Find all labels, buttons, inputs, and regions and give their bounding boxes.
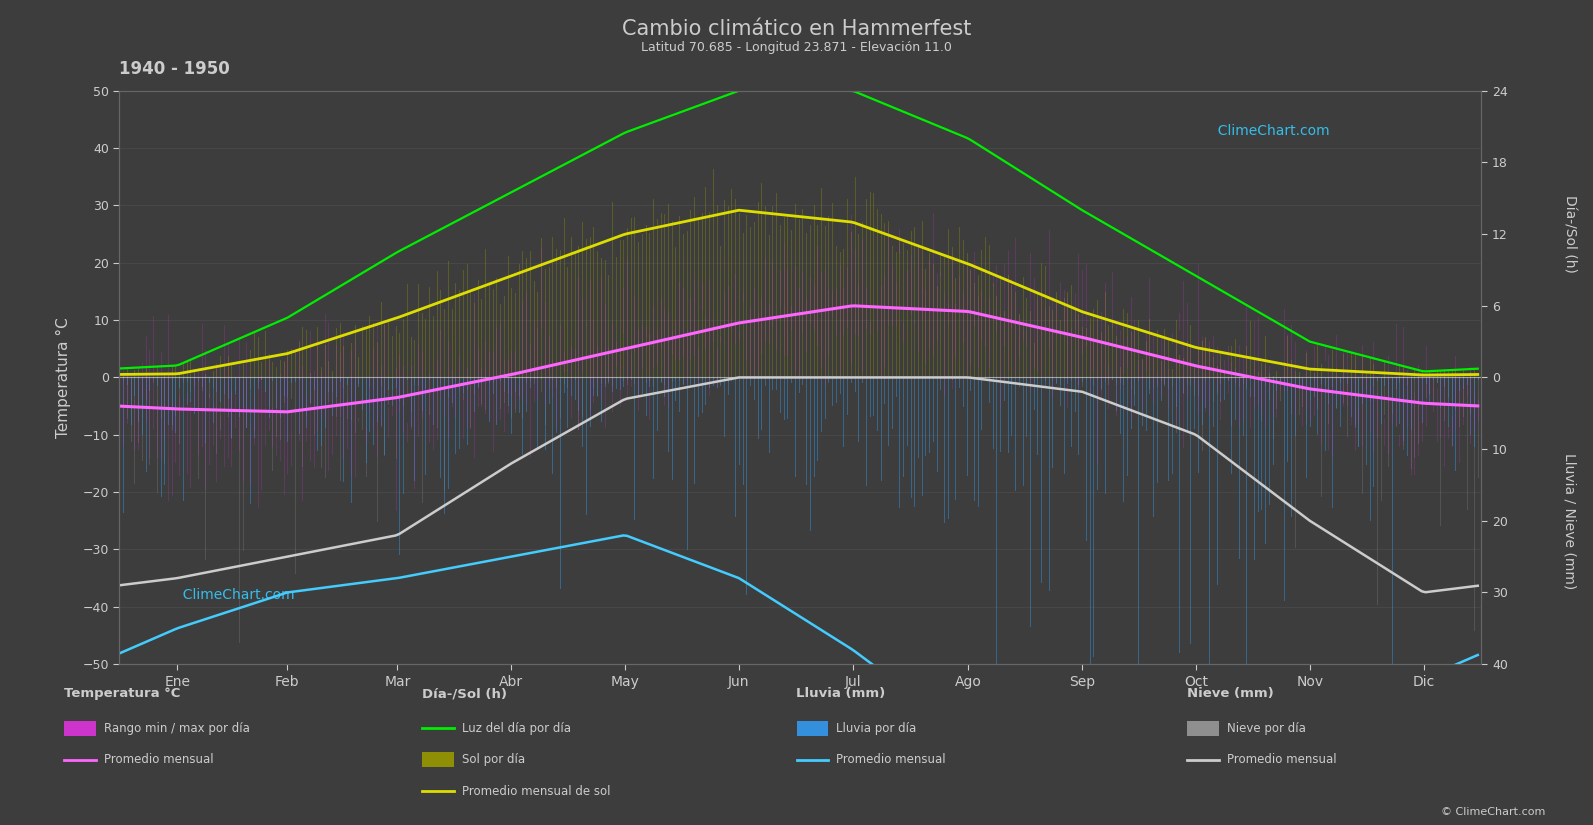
Text: Promedio mensual: Promedio mensual [836, 753, 946, 766]
Text: ClimeChart.com: ClimeChart.com [174, 588, 295, 602]
Text: 1940 - 1950: 1940 - 1950 [119, 60, 231, 78]
Text: Lluvia (mm): Lluvia (mm) [796, 687, 886, 700]
Text: Lluvia por día: Lluvia por día [836, 722, 916, 735]
Text: Latitud 70.685 - Longitud 23.871 - Elevación 11.0: Latitud 70.685 - Longitud 23.871 - Eleva… [640, 41, 953, 54]
Text: Nieve (mm): Nieve (mm) [1187, 687, 1273, 700]
Text: ClimeChart.com: ClimeChart.com [1209, 124, 1330, 138]
Text: Promedio mensual: Promedio mensual [1227, 753, 1337, 766]
Text: Rango min / max por día: Rango min / max por día [104, 722, 250, 735]
Text: Luz del día por día: Luz del día por día [462, 722, 570, 735]
Text: Día-/Sol (h): Día-/Sol (h) [1563, 196, 1575, 273]
Text: Promedio mensual: Promedio mensual [104, 753, 213, 766]
Text: Lluvia / Nieve (mm): Lluvia / Nieve (mm) [1563, 453, 1575, 589]
Text: © ClimeChart.com: © ClimeChart.com [1440, 807, 1545, 817]
Text: Nieve por día: Nieve por día [1227, 722, 1306, 735]
Text: Promedio mensual de sol: Promedio mensual de sol [462, 785, 610, 798]
Text: Sol por día: Sol por día [462, 753, 526, 766]
Text: Temperatura °C: Temperatura °C [64, 687, 180, 700]
Text: Cambio climático en Hammerfest: Cambio climático en Hammerfest [621, 19, 972, 39]
Text: Día-/Sol (h): Día-/Sol (h) [422, 687, 507, 700]
Y-axis label: Temperatura °C: Temperatura °C [56, 317, 72, 438]
